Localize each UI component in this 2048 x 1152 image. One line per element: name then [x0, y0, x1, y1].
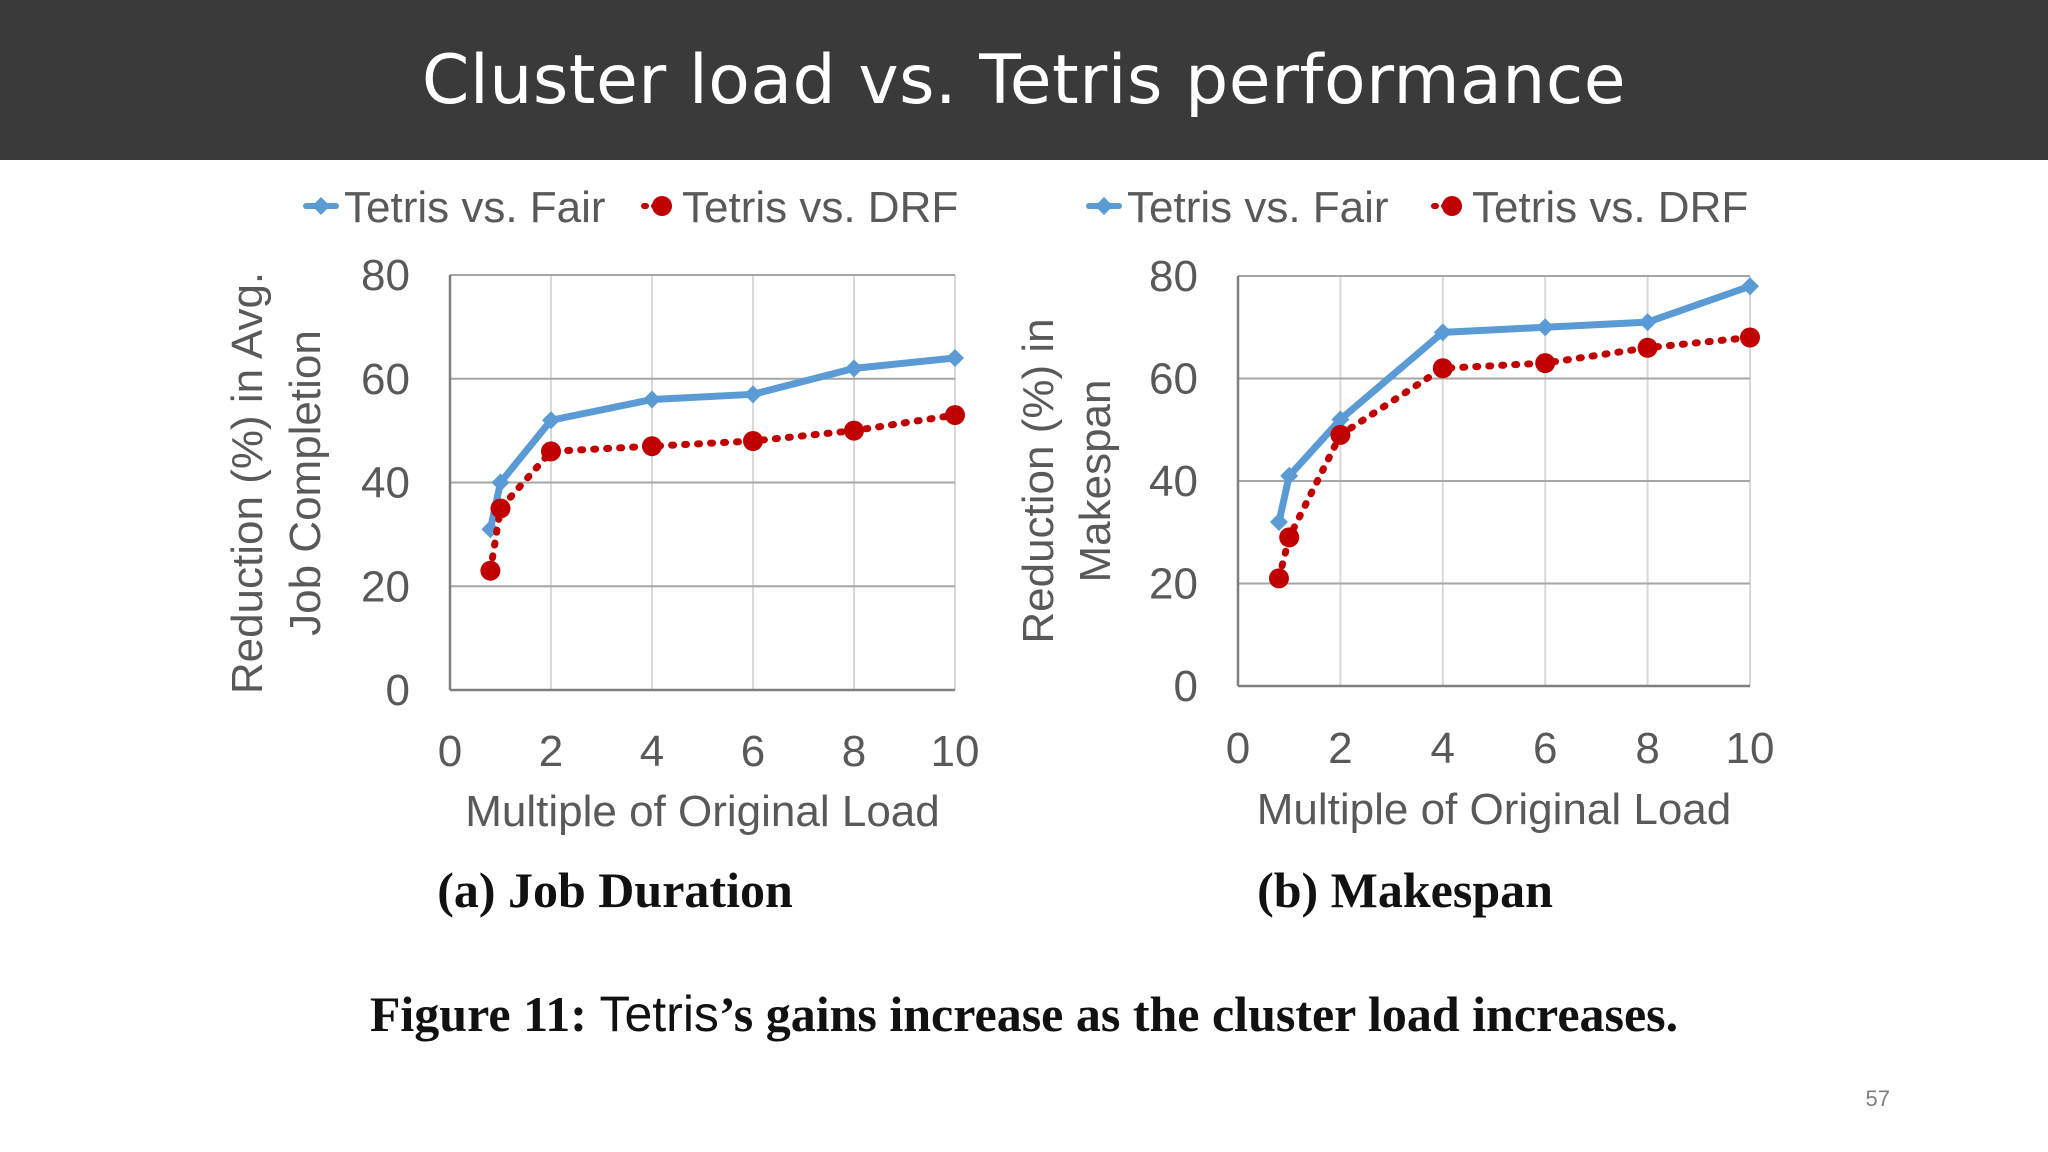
x-tick-label: 2: [539, 727, 563, 776]
data-point-drf: [642, 436, 662, 457]
x-tick-label: 8: [842, 727, 866, 776]
data-point-drf: [743, 431, 763, 451]
page-number: 57: [1865, 1086, 1890, 1111]
data-point-drf: [844, 420, 864, 441]
x-tick-label: 6: [1533, 724, 1557, 773]
data-point-fair: [1269, 513, 1288, 531]
data-point-fair: [1741, 277, 1759, 296]
figure-caption-prefix: Figure 11:: [369, 986, 600, 1042]
y-tick-label: 40: [1149, 457, 1198, 506]
series-line-drf: [1275, 334, 1754, 582]
data-point-fair: [1638, 313, 1657, 332]
slide-title: Cluster load vs. Tetris performance: [421, 40, 1627, 120]
y-tick-label: 40: [361, 459, 410, 508]
legend-item-drf: Tetris vs. DRF: [641, 183, 958, 232]
data-point-drf: [480, 560, 501, 581]
series-line-fair: [1275, 282, 1752, 523]
x-tick-label: 10: [931, 727, 980, 776]
y-tick-label: 0: [1174, 662, 1198, 711]
figure-caption-word: Tetris: [599, 986, 719, 1042]
data-point-drf: [1279, 527, 1300, 548]
data-point-drf: [1432, 358, 1453, 379]
x-axis-label: Multiple of Original Load: [1257, 785, 1731, 834]
x-tick-label: 10: [1726, 724, 1775, 773]
data-point-fair: [542, 411, 560, 430]
data-point-drf: [1740, 327, 1760, 348]
series-line-drf: [486, 411, 959, 575]
legend-marker-drf: [1442, 196, 1462, 216]
legend-label: Tetris vs. Fair: [344, 183, 606, 232]
y-tick-label: 20: [361, 562, 410, 611]
x-tick-label: 2: [1328, 724, 1352, 773]
data-point-drf: [945, 405, 965, 426]
chart-subcaption: (a) Job Duration: [437, 862, 793, 918]
data-point-fair: [1536, 318, 1555, 337]
y-axis-label-line: Reduction (%) in: [1014, 318, 1063, 643]
chart-makespan: 0 20 40 60 80 0 2 4 6 8 10 Multiple of Original Loa…: [1014, 183, 1774, 918]
y-axis-label-line: Reduction (%) in Avg.: [223, 272, 272, 694]
data-point-fair: [491, 473, 510, 492]
figure-caption-suffix: ’s gains increase as the cluster load in…: [718, 986, 1679, 1042]
legend-item-fair: Tetris vs. Fair: [303, 183, 606, 232]
data-point-drf: [541, 441, 561, 462]
x-axis-label: Multiple of Original Load: [465, 787, 939, 836]
data-point-drf: [490, 498, 511, 519]
y-tick-label: 60: [361, 355, 410, 404]
y-tick-label: 0: [386, 666, 410, 715]
y-tick-label: 20: [1149, 560, 1198, 609]
data-point-drf: [1637, 337, 1658, 358]
legend-marker-drf: [652, 196, 672, 216]
y-axis-label-line: Makespan: [1071, 379, 1120, 582]
y-axis-label-line: Job Completion: [281, 330, 330, 636]
y-tick-label: 60: [1149, 355, 1198, 404]
legend-marker-fair: [1095, 197, 1113, 215]
x-tick-label: 0: [1226, 724, 1250, 773]
y-tick-label: 80: [361, 251, 410, 300]
x-tick-label: 8: [1635, 724, 1659, 773]
figure-caption: Figure 11: Tetris’s gains increase as th…: [0, 985, 2048, 1043]
data-point-fair: [1433, 323, 1452, 342]
legend-marker-fair: [312, 197, 330, 215]
data-point-fair: [1331, 410, 1350, 429]
x-tick-label: 4: [640, 727, 664, 776]
data-point-fair: [744, 385, 762, 404]
y-tick-label: 80: [1149, 252, 1198, 301]
data-point-drf: [1535, 353, 1556, 374]
legend-item-fair: Tetris vs. Fair: [1086, 183, 1389, 232]
data-point-fair: [845, 359, 863, 378]
legend-item-drf: Tetris vs. DRF: [1431, 183, 1748, 232]
data-point-drf: [1268, 568, 1289, 589]
x-tick-label: 0: [438, 727, 462, 776]
data-point-fair: [643, 390, 661, 409]
legend-label: Tetris vs. DRF: [1472, 183, 1748, 232]
x-tick-label: 6: [741, 727, 765, 776]
data-point-fair: [1280, 466, 1299, 485]
x-tick-label: 4: [1431, 724, 1455, 773]
legend-label: Tetris vs. DRF: [682, 183, 958, 232]
slide-header: Cluster load vs. Tetris performance: [0, 0, 2048, 160]
data-point-drf: [1330, 424, 1351, 445]
chart-job-duration: 0 20 40 60 80 0 2 4 6 8 10 Multiple of Original Loa…: [223, 183, 979, 918]
legend-label: Tetris vs. Fair: [1127, 183, 1389, 232]
data-point-fair: [946, 349, 964, 367]
chart-subcaption: (b) Makespan: [1257, 862, 1553, 918]
